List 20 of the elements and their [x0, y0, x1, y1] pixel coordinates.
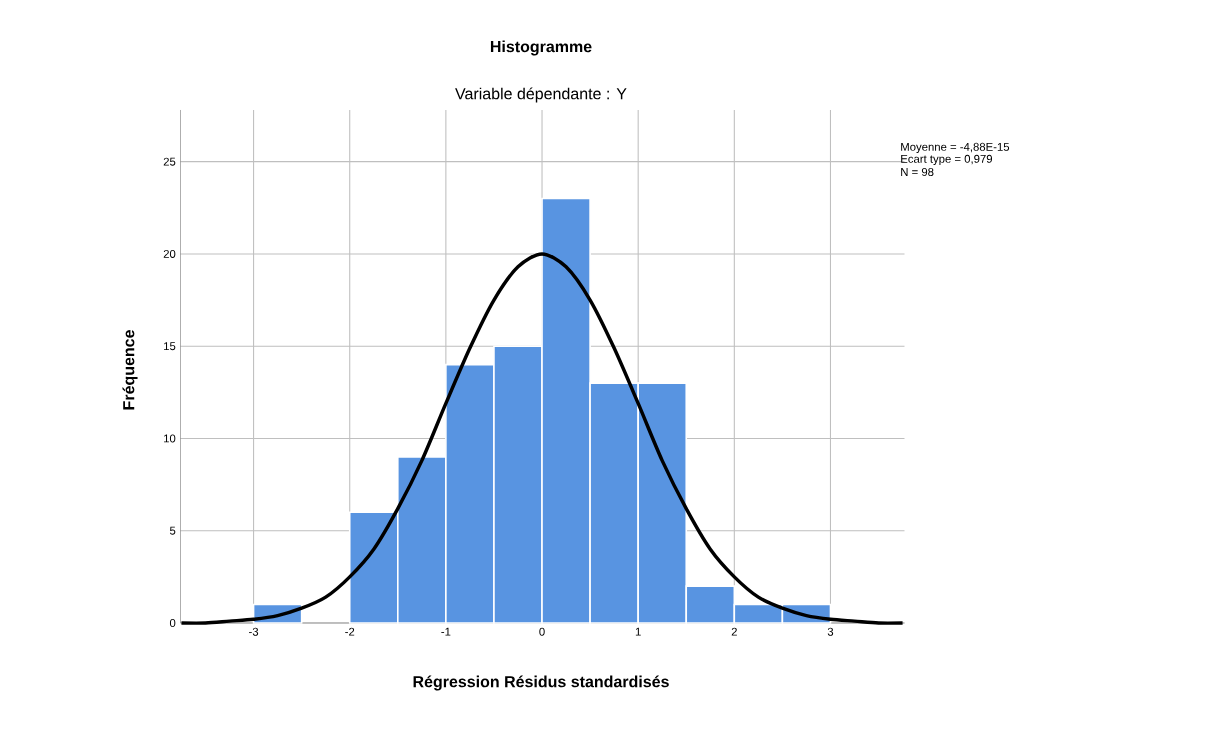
- y-tick-label: 10: [164, 434, 176, 443]
- annotation: Ecart type = 0,979: [901, 154, 993, 166]
- x-tick-label: 1: [635, 627, 641, 636]
- y-tick-label: 5: [169, 526, 176, 535]
- y-tick-label: 25: [163, 157, 176, 166]
- x-axis-title: Régression Résidus standardisés: [413, 675, 669, 691]
- x-tick-label: 2: [731, 627, 737, 636]
- x-tick-label: 3: [827, 627, 834, 636]
- x-tick-label: 0: [539, 627, 545, 636]
- x-tick-label: -1: [441, 627, 451, 636]
- chart-subtitle: Variable dépendante : Y: [455, 87, 627, 103]
- annotation: N = 98: [901, 167, 934, 176]
- x-tick-label: -2: [345, 627, 355, 636]
- annotation: Moyenne = -4,88E-15: [901, 142, 1010, 154]
- y-tick-label: 0: [169, 618, 176, 627]
- y-tick-label: 15: [164, 342, 176, 351]
- y-tick-label: 20: [163, 249, 176, 258]
- chart-title: Histogramme: [490, 40, 592, 56]
- y-axis-title: Fréquence: [122, 330, 138, 410]
- x-tick-label: -3: [249, 627, 259, 636]
